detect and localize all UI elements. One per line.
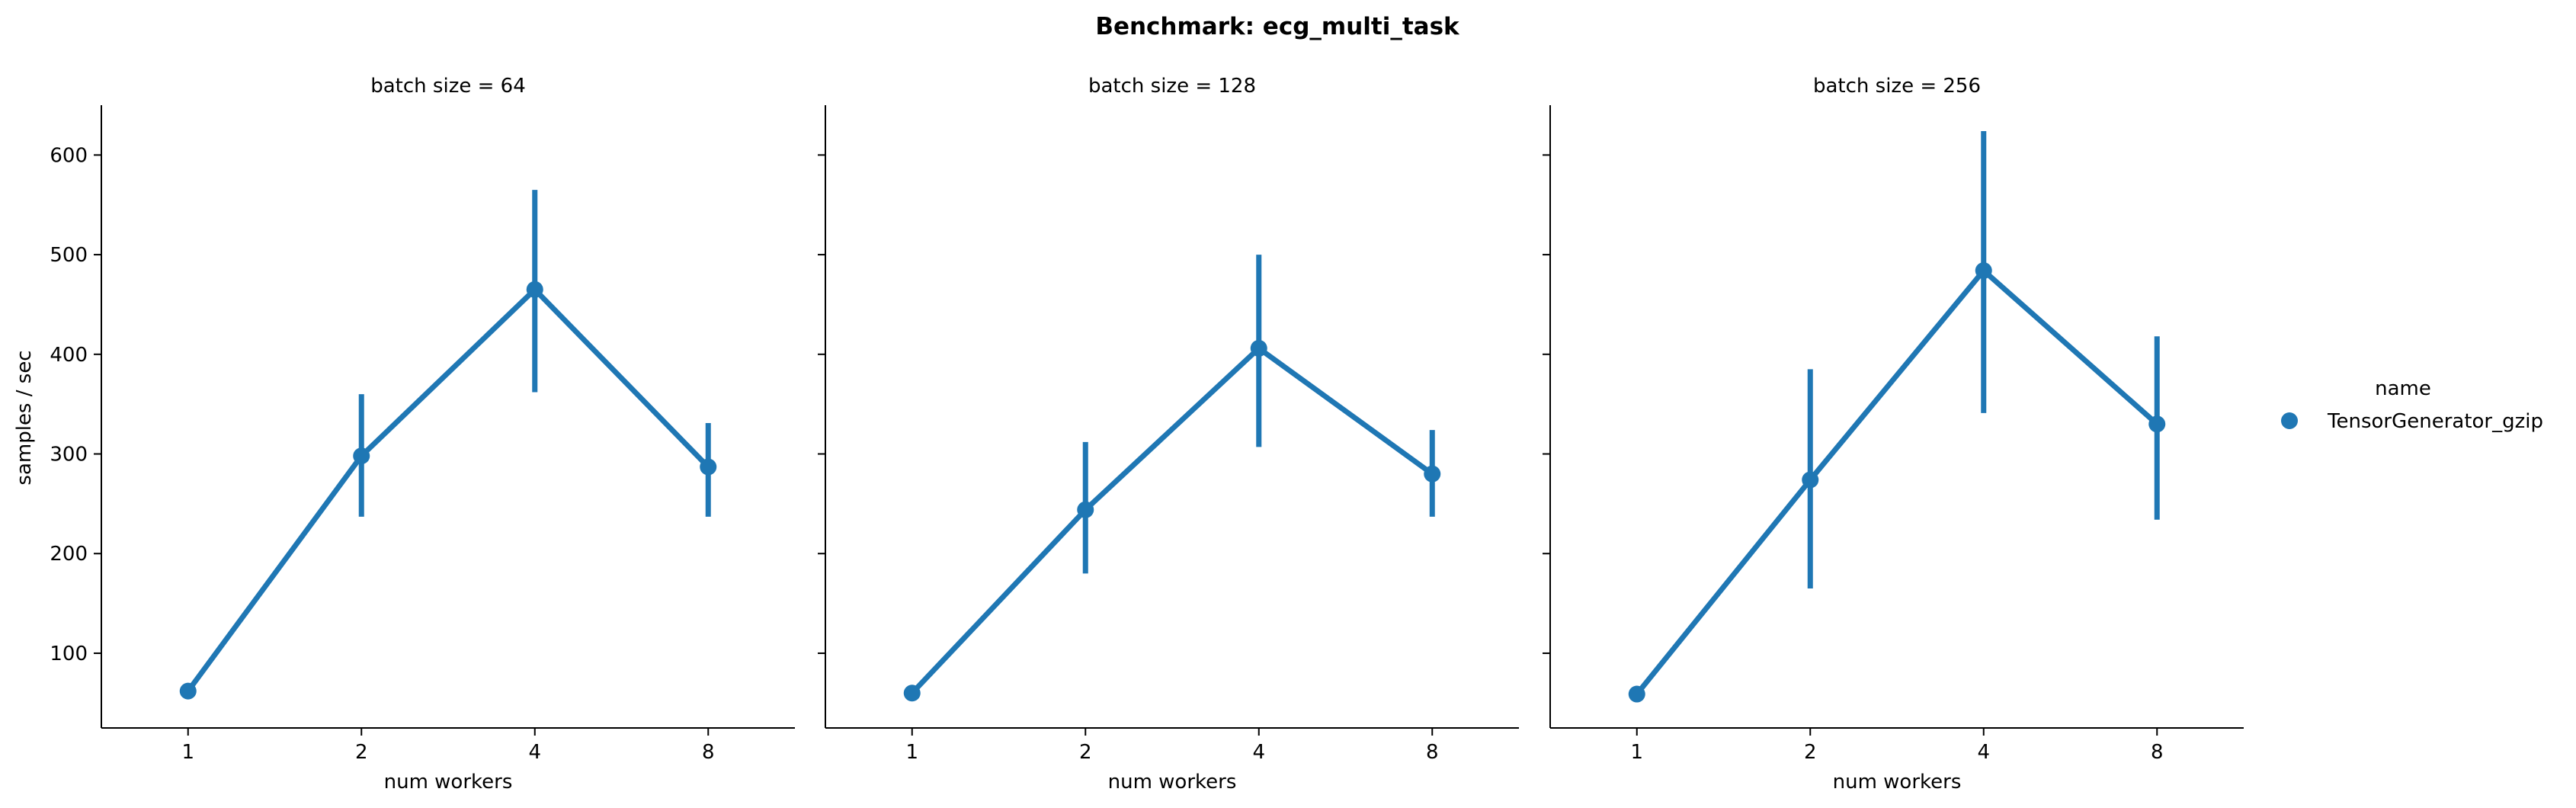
y-tick-label: 600 [50,144,88,167]
series-line [1634,268,2160,697]
data-point [526,281,543,298]
y-tick-label: 100 [50,643,88,665]
y-tick-label: 400 [50,344,88,367]
y-axis-label: samples / sec [13,350,36,485]
data-point [179,682,197,700]
x-tick-label: 2 [355,741,368,764]
data-point [1975,261,1992,279]
y-tick-label: 200 [50,543,88,566]
data-point [2148,415,2166,433]
x-tick-label: 4 [528,741,541,764]
legend-marker [2281,412,2298,429]
x-tick-label: 2 [1804,741,1817,764]
series-line [185,287,711,694]
x-tick-label: 4 [1977,741,1990,764]
series-line [909,345,1435,696]
x-axis-label: num workers [1108,771,1237,794]
series [903,255,1441,702]
chart-title: Benchmark: ecg_multi_task [1095,13,1460,40]
x-tick-label: 8 [2151,741,2164,764]
data-point [903,685,921,702]
x-axis-label: num workers [384,771,513,794]
x-tick-label: 8 [702,741,715,764]
data-point [1802,471,1819,489]
x-tick-label: 4 [1252,741,1265,764]
legend-title: name [2375,377,2431,400]
x-tick-label: 2 [1079,741,1092,764]
y-tick-label: 300 [50,444,88,467]
panel-2: batch size = 128 1 2 4 8 num workers [818,75,1519,794]
y-tick-label: 500 [50,244,88,267]
x-tick-label: 1 [905,741,918,764]
panel-1: batch size = 64 100 200 300 400 500 600 1 2 4 8 num… [50,75,795,794]
panels: batch size = 64 100 200 300 400 500 600 1 2 4 8 num… [50,75,2244,794]
legend-label: TensorGenerator_gzip [2327,410,2543,433]
x-tick-label: 8 [1426,741,1439,764]
data-point [700,458,717,476]
legend: name TensorGenerator_gzip [2281,377,2543,433]
x-tick-label: 1 [1630,741,1643,764]
series [1628,130,2166,703]
data-point [353,447,370,465]
series [179,190,717,700]
x-tick-label: 1 [181,741,194,764]
data-point [1077,501,1094,518]
legend-entries: TensorGenerator_gzip [2281,410,2543,433]
panel-title: batch size = 256 [1813,75,1981,98]
x-axis-label: num workers [1833,771,1962,794]
panel-title: batch size = 64 [370,75,525,98]
data-point [1628,685,1645,703]
panel-3: batch size = 256 1 2 4 8 num workers [1543,75,2244,794]
data-point [1250,339,1267,357]
panel-title: batch size = 128 [1088,75,1256,98]
data-point [1424,465,1441,483]
